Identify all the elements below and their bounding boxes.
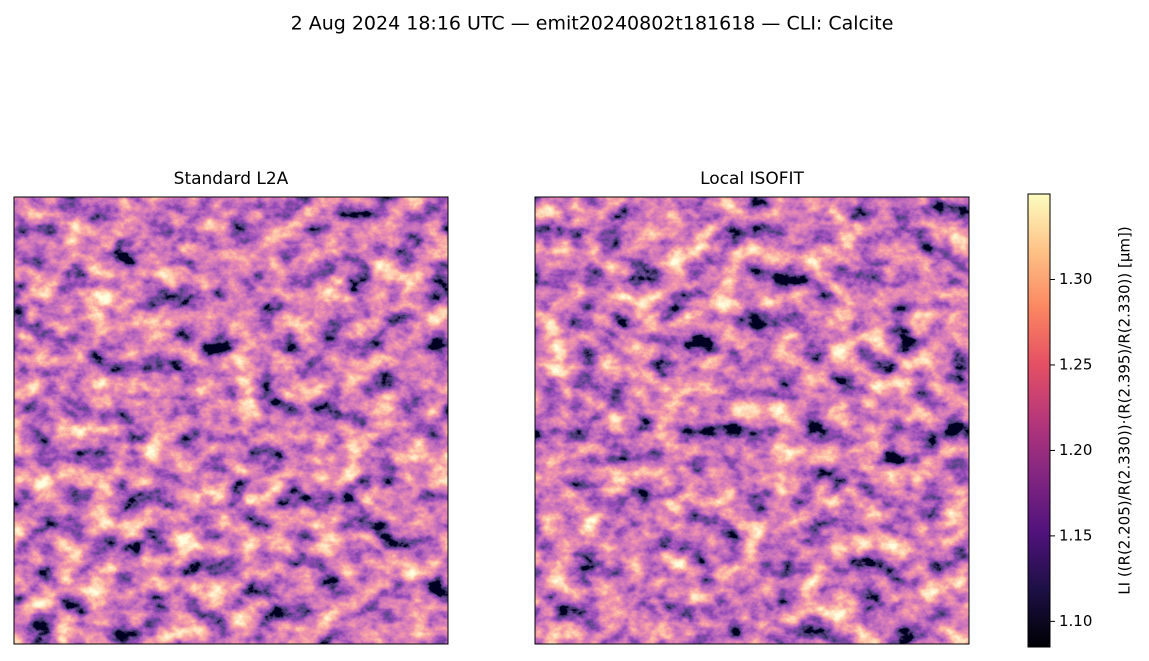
colorbar-tick-label: 1.15	[1059, 526, 1092, 544]
figure-title: 2 Aug 2024 18:16 UTC — emit20240802t1816…	[291, 13, 894, 35]
colorbar-tick-label: 1.10	[1059, 612, 1092, 630]
colorbar-tick-label: 1.30	[1059, 270, 1092, 288]
panel-title: Standard L2A	[174, 169, 289, 189]
image	[535, 197, 969, 644]
colorbar-tick-label: 1.20	[1059, 441, 1092, 459]
image-frame	[13, 196, 449, 645]
colorbar	[1027, 193, 1051, 648]
panel-title: Local ISOFIT	[700, 169, 804, 189]
colorbar-tick-label: 1.25	[1059, 355, 1092, 373]
image-frame	[534, 196, 970, 645]
colorbar-label: LI ((R(2.205)/R(2.330))·(R(2.395)/R(2.33…	[1116, 226, 1134, 594]
image	[14, 197, 448, 644]
